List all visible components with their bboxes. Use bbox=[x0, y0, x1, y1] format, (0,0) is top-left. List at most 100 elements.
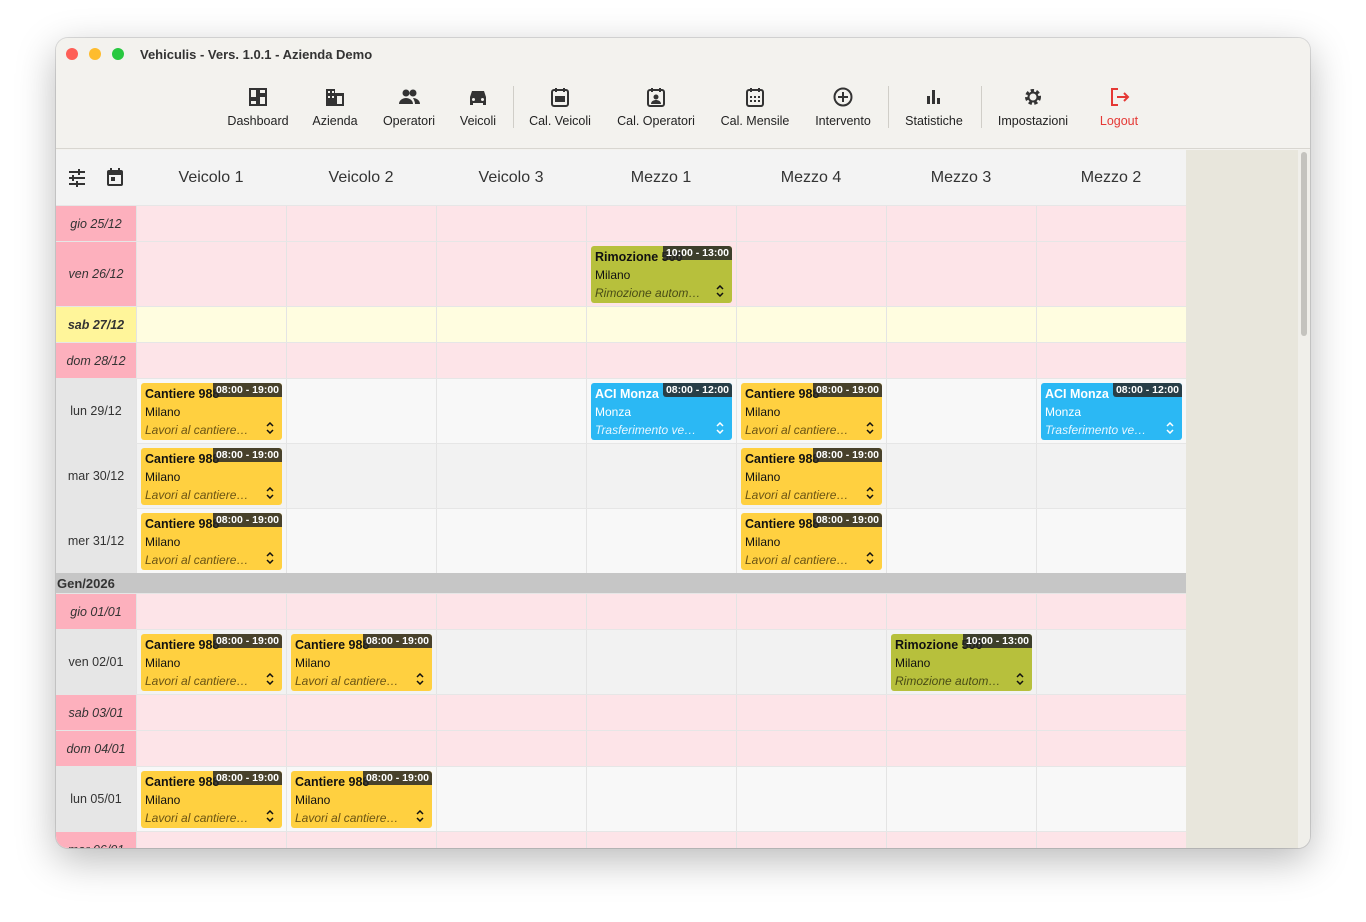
toolbar-button[interactable]: Cal. Veicoli bbox=[505, 86, 615, 128]
event-time: 08:00 - 19:00 bbox=[362, 634, 432, 648]
event-place: Monza bbox=[1045, 405, 1082, 419]
event-place: Milano bbox=[145, 470, 181, 484]
calendar-icon[interactable] bbox=[104, 166, 126, 188]
expand-icon bbox=[866, 421, 874, 437]
day-cell bbox=[886, 509, 1036, 573]
event[interactable]: ACI Monza Monza Trasferimento ve… 08:00 - 1… bbox=[1041, 383, 1182, 440]
day-cell bbox=[436, 832, 586, 848]
toolbar-button[interactable]: Dashboard bbox=[203, 86, 313, 128]
day-label: mar 06/01 bbox=[56, 832, 136, 848]
day-cell bbox=[586, 630, 736, 694]
column-header: Mezzo 2 bbox=[1036, 150, 1186, 205]
event-time: 08:00 - 19:00 bbox=[212, 634, 282, 648]
day-cell: ACI Monza Monza Trasferimento ve… 08:00 - 1… bbox=[586, 379, 736, 443]
event-time: 08:00 - 19:00 bbox=[212, 383, 282, 397]
minimize-button[interactable] bbox=[89, 48, 101, 60]
event-title: Cantiere 988 bbox=[145, 517, 220, 531]
event[interactable]: Cantiere 988 Milano Lavori al cantiere… 08:… bbox=[741, 383, 882, 440]
expand-icon bbox=[266, 551, 274, 567]
day-cell bbox=[286, 509, 436, 573]
event[interactable]: ACI Monza Monza Trasferimento ve… 08:00 - 1… bbox=[591, 383, 732, 440]
event[interactable]: Cantiere 988 Milano Lavori al cantiere… 08:… bbox=[291, 771, 432, 828]
toolbar-button[interactable]: Cal. Operatori bbox=[601, 86, 711, 128]
toolbar-button[interactable]: Veicoli bbox=[423, 86, 533, 128]
expand-icon bbox=[716, 284, 724, 300]
day-cell bbox=[586, 206, 736, 241]
day-row: mer 31/12 Cantiere 988 Milano Lavori al can… bbox=[56, 508, 1186, 573]
column-header: Veicolo 1 bbox=[136, 150, 286, 205]
event-place: Milano bbox=[145, 535, 181, 549]
event-title: Cantiere 988 bbox=[145, 638, 220, 652]
day-cell bbox=[886, 594, 1036, 629]
toolbar-label: Veicoli bbox=[459, 114, 497, 128]
close-button[interactable] bbox=[66, 48, 78, 60]
event[interactable]: Rimozione 500 Milano Rimozione autom… 10:00… bbox=[591, 246, 732, 303]
event[interactable]: Cantiere 988 Milano Lavori al cantiere… 08:… bbox=[741, 448, 882, 505]
zoom-button[interactable] bbox=[112, 48, 124, 60]
event[interactable]: Cantiere 988 Milano Lavori al cantiere… 08:… bbox=[141, 448, 282, 505]
event-title: ACI Monza bbox=[1045, 387, 1109, 401]
day-cell bbox=[586, 307, 736, 342]
event[interactable]: Cantiere 988 Milano Lavori al cantiere… 08:… bbox=[741, 513, 882, 570]
day-cell bbox=[1036, 444, 1186, 508]
event[interactable]: Cantiere 988 Milano Lavori al cantiere… 08:… bbox=[291, 634, 432, 691]
day-row: sab 03/01 bbox=[56, 694, 1186, 730]
toolbar-label: Statistiche bbox=[905, 114, 963, 128]
app-window: Vehiculis - Vers. 1.0.1 - Azienda Demo D… bbox=[56, 38, 1310, 848]
toolbar-button[interactable]: Statistiche bbox=[879, 86, 989, 128]
event-note: Lavori al cantiere… bbox=[295, 811, 399, 825]
day-row: mar 06/01 bbox=[56, 831, 1186, 848]
day-cell bbox=[736, 695, 886, 730]
expand-icon bbox=[866, 486, 874, 502]
expand-icon bbox=[866, 551, 874, 567]
day-cell bbox=[736, 630, 886, 694]
toolbar-separator bbox=[981, 86, 982, 128]
toolbar-button[interactable]: Impostazioni bbox=[978, 86, 1088, 128]
day-cell: Cantiere 988 Milano Lavori al cantiere… 08:… bbox=[136, 509, 286, 573]
expand-icon bbox=[416, 809, 424, 825]
event-time: 08:00 - 19:00 bbox=[812, 383, 882, 397]
column-header: Mezzo 3 bbox=[886, 150, 1036, 205]
day-cell bbox=[586, 832, 736, 848]
event[interactable]: Cantiere 988 Milano Lavori al cantiere… 08:… bbox=[141, 383, 282, 440]
day-label: mer 31/12 bbox=[56, 509, 136, 573]
day-row: sab 27/12 bbox=[56, 306, 1186, 342]
event-place: Monza bbox=[595, 405, 632, 419]
day-cell bbox=[436, 206, 586, 241]
day-cell bbox=[286, 695, 436, 730]
day-cell bbox=[286, 594, 436, 629]
toolbar-label: Intervento bbox=[815, 114, 871, 128]
event-title: Cantiere 988 bbox=[145, 775, 220, 789]
window-title: Vehiculis - Vers. 1.0.1 - Azienda Demo bbox=[140, 47, 373, 62]
day-cell bbox=[886, 767, 1036, 831]
toolbar-button[interactable]: Cal. Mensile bbox=[700, 86, 810, 128]
toolbar-button[interactable]: Logout bbox=[1064, 86, 1174, 128]
day-cell: ACI Monza Monza Trasferimento ve… 08:00 - 1… bbox=[1036, 379, 1186, 443]
event[interactable]: Cantiere 988 Milano Lavori al cantiere… 08:… bbox=[141, 513, 282, 570]
event[interactable]: Cantiere 988 Milano Lavori al cantiere… 08:… bbox=[141, 771, 282, 828]
event[interactable]: Cantiere 988 Milano Lavori al cantiere… 08:… bbox=[141, 634, 282, 691]
day-label: dom 04/01 bbox=[56, 731, 136, 766]
day-cell bbox=[586, 767, 736, 831]
day-cell bbox=[136, 695, 286, 730]
day-cell bbox=[886, 444, 1036, 508]
toolbar-button[interactable]: Operatori bbox=[354, 86, 464, 128]
day-row: ven 26/12 Rimozione 500 Milano Rimozione au… bbox=[56, 241, 1186, 306]
event-note: Lavori al cantiere… bbox=[145, 553, 249, 567]
event-note: Lavori al cantiere… bbox=[145, 488, 249, 502]
day-cell bbox=[586, 444, 736, 508]
day-cell bbox=[586, 594, 736, 629]
event-time: 08:00 - 19:00 bbox=[812, 513, 882, 527]
event[interactable]: Rimozione 500 Milano Rimozione autom… 10:00… bbox=[891, 634, 1032, 691]
toolbar-label: Dashboard bbox=[227, 114, 289, 128]
toolbar-button[interactable]: Azienda bbox=[280, 86, 390, 128]
expand-icon bbox=[416, 672, 424, 688]
filter-icon[interactable] bbox=[66, 167, 88, 189]
scrollbar-thumb[interactable] bbox=[1301, 152, 1307, 336]
day-row: ven 02/01 Cantiere 988 Milano Lavori al can… bbox=[56, 629, 1186, 694]
toolbar-button[interactable]: Intervento bbox=[788, 86, 898, 128]
day-label: lun 05/01 bbox=[56, 767, 136, 831]
day-cell: Rimozione 500 Milano Rimozione autom… 10:00… bbox=[886, 630, 1036, 694]
day-cell bbox=[736, 307, 886, 342]
expand-icon bbox=[716, 421, 724, 437]
